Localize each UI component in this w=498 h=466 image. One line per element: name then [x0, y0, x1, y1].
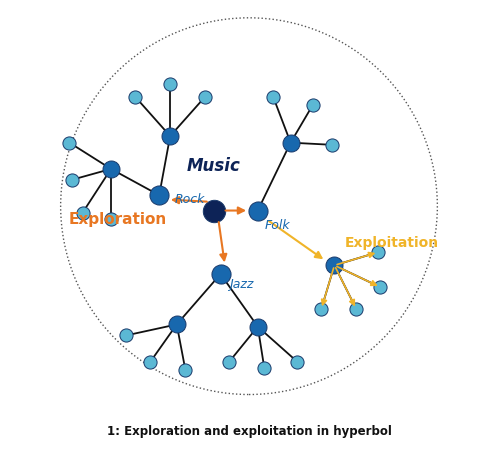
- Point: [166, 132, 174, 140]
- Text: 1: Exploration and exploitation in hyperbol: 1: Exploration and exploitation in hyper…: [107, 425, 391, 439]
- Text: Folk: Folk: [264, 219, 290, 232]
- Point: [131, 93, 139, 100]
- Point: [269, 93, 277, 100]
- Point: [123, 332, 130, 339]
- Point: [107, 165, 115, 173]
- Point: [353, 305, 361, 313]
- Text: Rock: Rock: [174, 193, 205, 206]
- Point: [374, 248, 382, 256]
- Point: [317, 305, 325, 313]
- Point: [293, 358, 301, 365]
- Point: [201, 93, 209, 100]
- Point: [254, 323, 262, 330]
- Point: [260, 364, 268, 372]
- Point: [65, 139, 73, 146]
- Point: [328, 141, 336, 149]
- Point: [376, 283, 384, 291]
- Text: Exploitation: Exploitation: [344, 236, 438, 250]
- Text: Exploration: Exploration: [68, 212, 167, 227]
- Point: [155, 192, 163, 199]
- Point: [68, 176, 76, 184]
- Point: [309, 102, 317, 109]
- Point: [173, 321, 181, 328]
- Point: [79, 209, 87, 216]
- Point: [181, 367, 189, 374]
- Text: Jazz: Jazz: [229, 279, 253, 291]
- Point: [210, 207, 218, 214]
- Text: Music: Music: [187, 158, 241, 176]
- Point: [331, 261, 339, 269]
- Point: [166, 80, 174, 87]
- Point: [254, 207, 262, 214]
- Point: [225, 358, 233, 365]
- Point: [146, 358, 154, 365]
- Point: [287, 139, 295, 146]
- Point: [107, 216, 115, 223]
- Point: [217, 270, 225, 278]
